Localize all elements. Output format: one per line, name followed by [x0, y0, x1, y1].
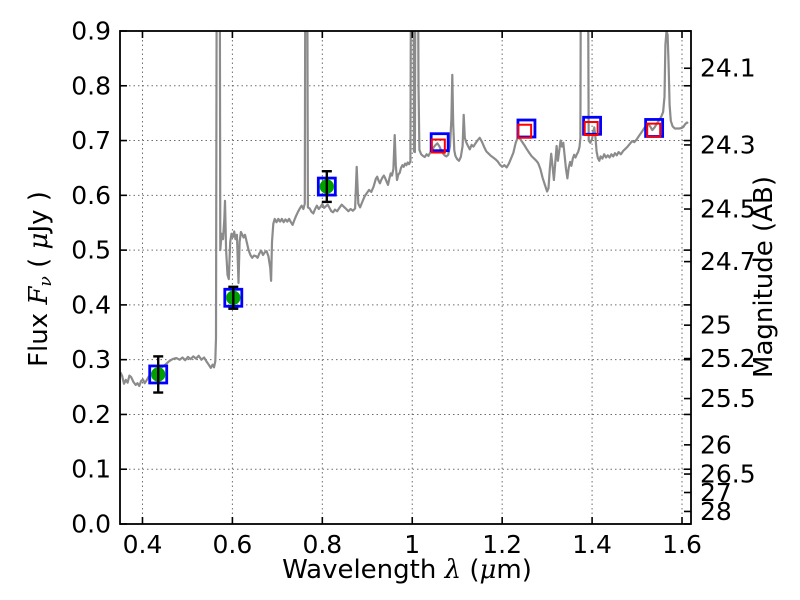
y-tick-label: 0.3 [71, 345, 111, 374]
axis-label-symbol: μ [24, 232, 55, 250]
axis-label-text: ( [461, 555, 480, 585]
model-flux-square [430, 138, 446, 154]
axis-label-symbol: F [24, 286, 55, 305]
magnitude-tick-label: 25 [700, 311, 732, 340]
error-bar [228, 285, 239, 310]
x-tick-label: 0.6 [213, 530, 253, 559]
error-bar [153, 355, 164, 394]
x-tick-label: 1.4 [572, 530, 612, 559]
y-tick-label: 0.8 [71, 71, 111, 100]
x-axis-label-wavelength: Wavelength λ (μm) [282, 555, 532, 585]
model-flux-square [517, 123, 533, 139]
magnitude-tick-label: 25.2 [700, 344, 756, 373]
y-tick-label: 0.6 [71, 181, 111, 210]
y-axis-label-flux: Flux Fν ( μJy ) [24, 191, 56, 367]
axis-label-text: Jy ) [24, 191, 55, 233]
tick-marks [120, 30, 691, 525]
axis-label-text: m) [496, 555, 532, 585]
y-tick-label: 0.1 [71, 455, 111, 484]
x-tick-label: 0.8 [302, 530, 342, 559]
y-tick-label: 0.9 [71, 17, 111, 46]
axis-label-symbol: μ [479, 555, 497, 585]
axes-spines [119, 30, 692, 525]
aperture-flux-square [516, 118, 537, 139]
model-flux-square [646, 122, 662, 138]
x-tick-label: 1 [404, 530, 420, 559]
magnitude-tick-label: 24.3 [700, 130, 756, 159]
axis-label-text: ( [24, 249, 55, 277]
axis-label-text: Wavelength [282, 555, 445, 585]
x-tick-label: 1.2 [482, 530, 522, 559]
y-tick-label: 0.2 [71, 400, 111, 429]
magnitude-tick-label: 25.5 [700, 384, 756, 413]
axis-label-symbol: ν [35, 276, 56, 287]
y-axis-label-magnitude: Magnitude (AB) [749, 176, 779, 378]
magnitude-tick-label: 26 [700, 430, 732, 459]
model-flux-square [583, 121, 599, 137]
x-tick-label: 0.4 [123, 530, 163, 559]
axis-label-text: Flux [24, 304, 55, 367]
y-tick-label: 0.5 [71, 236, 111, 265]
y-tick-label: 0.7 [71, 126, 111, 155]
data-layer [120, 31, 689, 394]
tick-labels: 0.4 0.6 0.8 1 1.2 1.4 1.6 0.0 0.1 0.2 0.3 0.4 0.5 0.6… [71, 17, 755, 560]
magnitude-tick-label: 27 [700, 478, 732, 507]
model-spectrum-line [120, 31, 689, 388]
gridlines [120, 31, 691, 524]
magnitude-tick-label: 24.1 [700, 54, 756, 83]
magnitude-tick-label: 26.5 [700, 460, 756, 489]
y-tick-label: 0.0 [71, 510, 111, 539]
y-tick-label: 0.4 [71, 290, 111, 319]
x-tick-label: 1.6 [662, 530, 702, 559]
magnitude-tick-label: 24.7 [700, 247, 756, 276]
axis-label-symbol: λ [444, 555, 462, 585]
magnitude-tick-label: 28 [700, 497, 732, 526]
magnitude-tick-label: 24.5 [700, 195, 756, 224]
error-bar [321, 170, 332, 204]
